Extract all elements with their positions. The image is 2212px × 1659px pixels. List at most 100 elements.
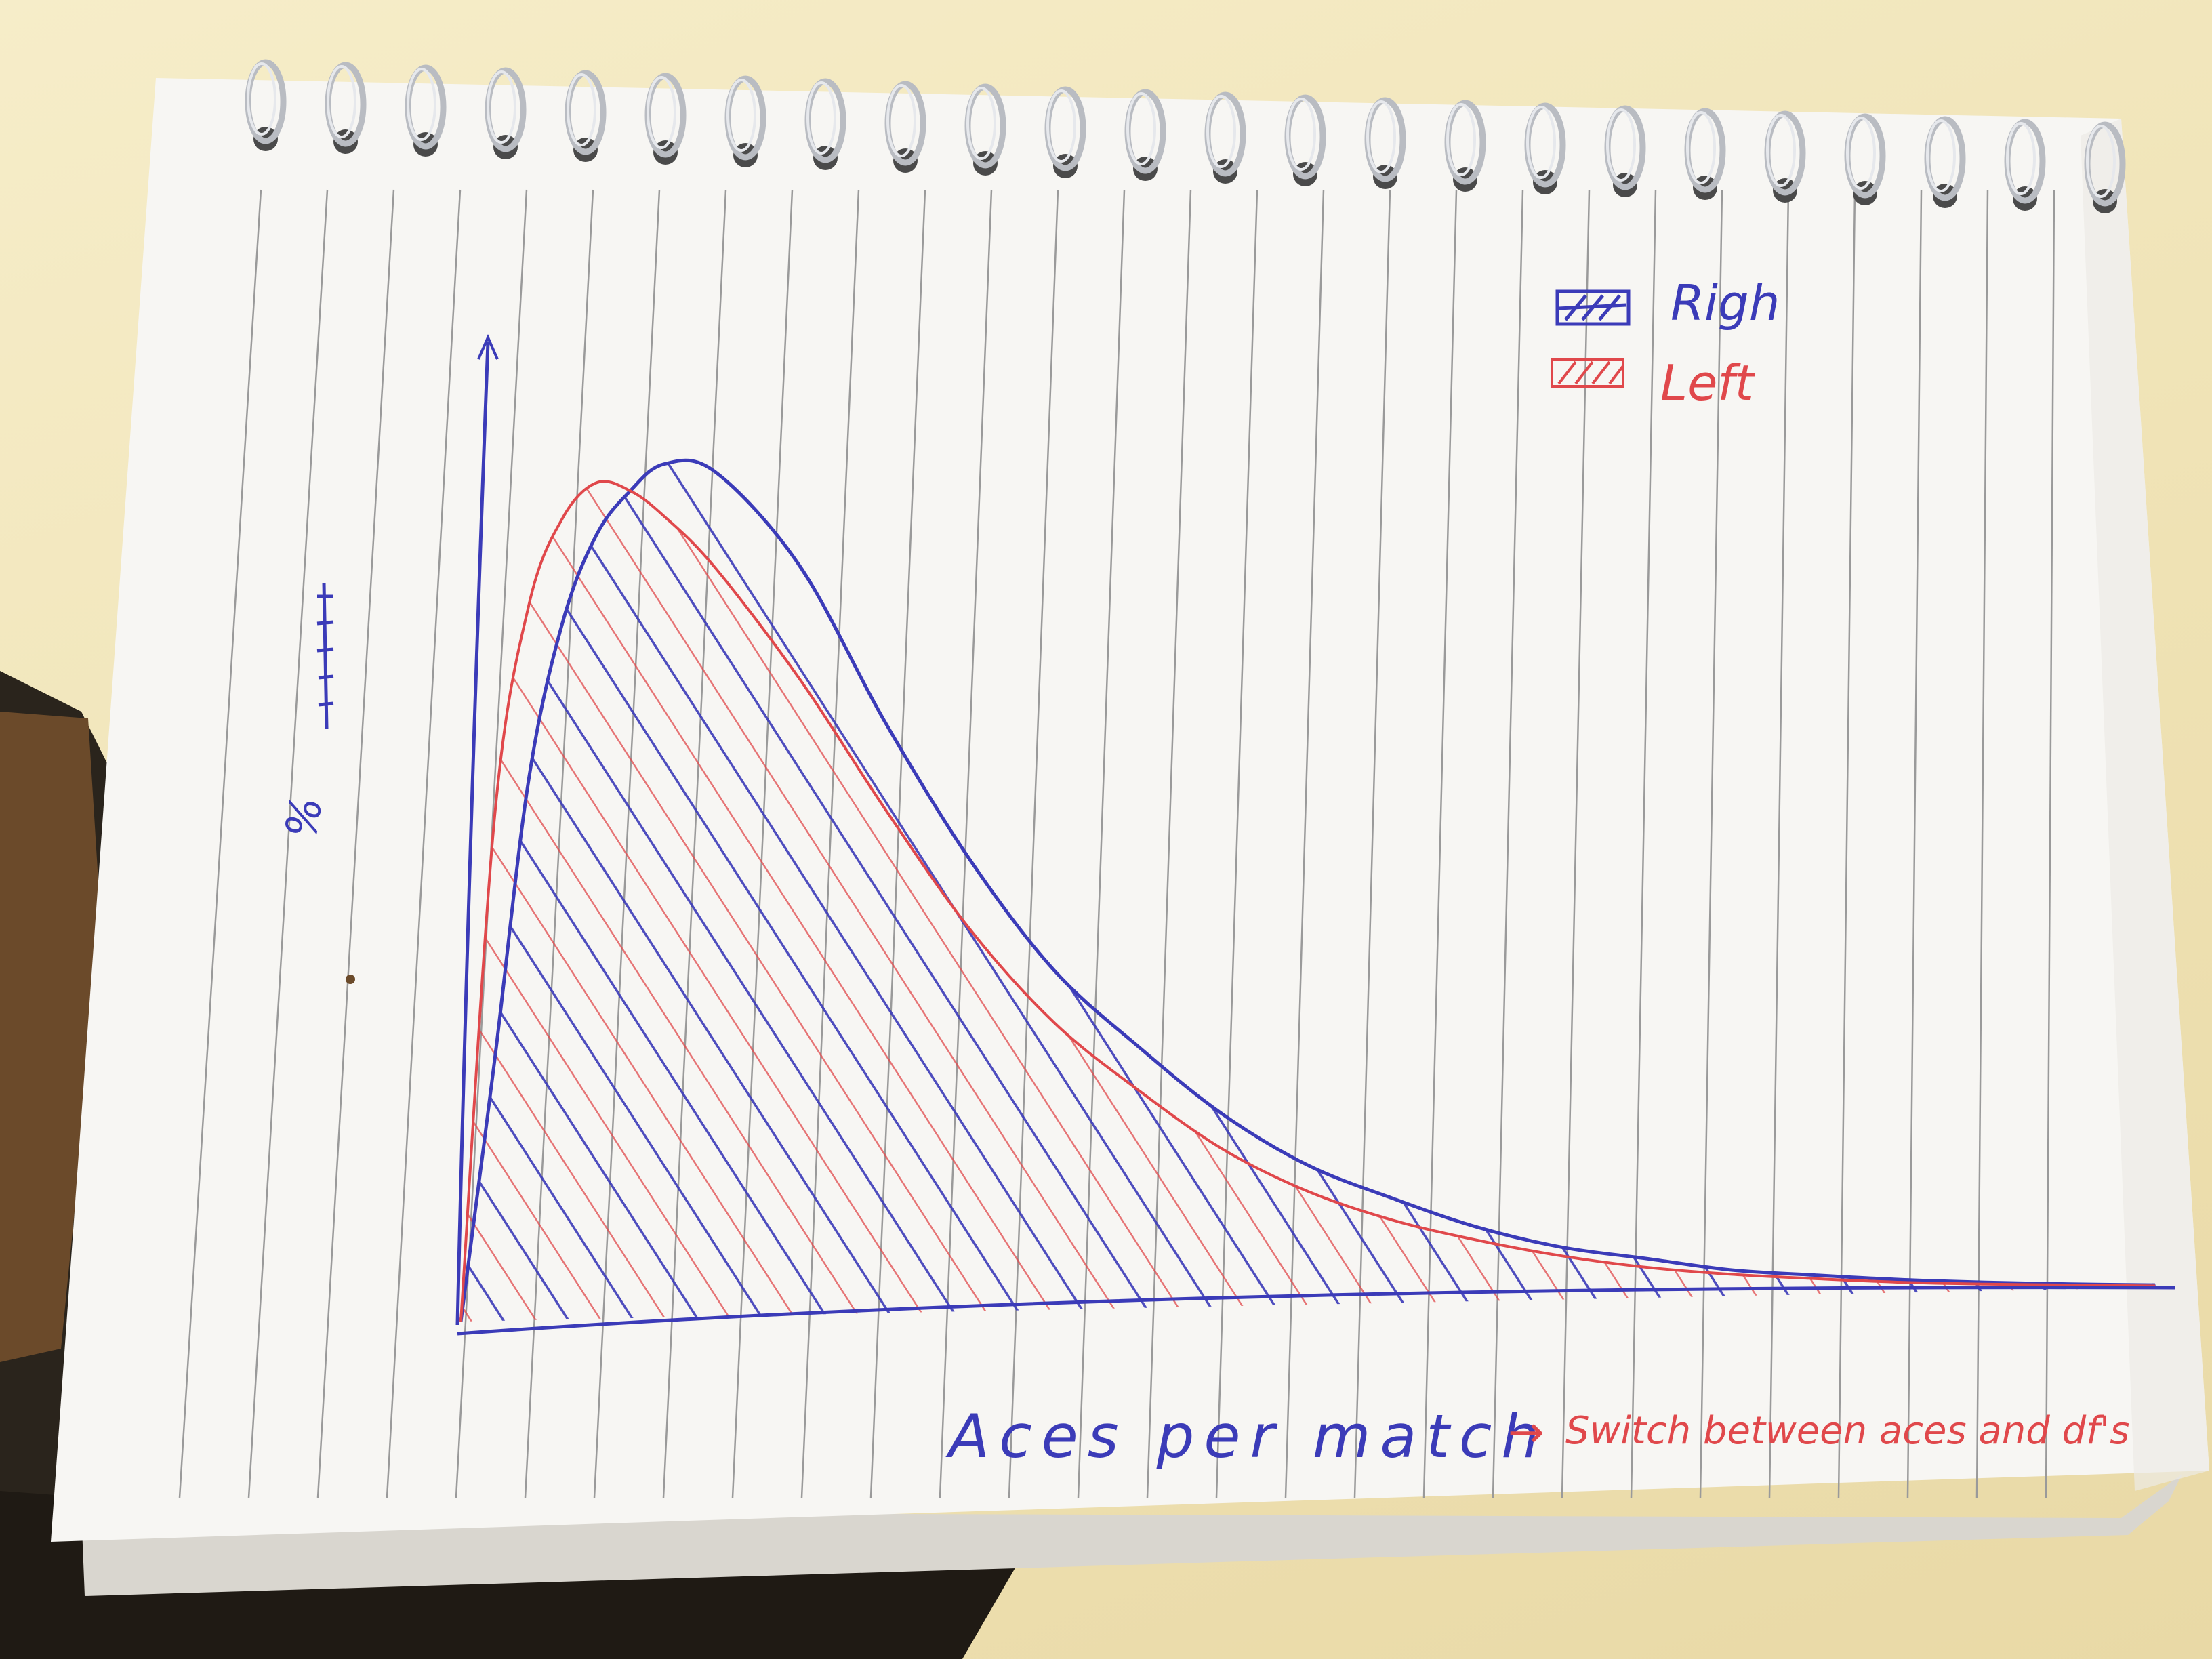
wood-floor: [0, 712, 102, 1362]
data-point-right: [1307, 1164, 1309, 1166]
spiral-ring: [1684, 108, 1726, 200]
ring-highlight: [1526, 106, 1556, 179]
hatch-line-left: [461, 481, 820, 1322]
data-point-right: [714, 471, 716, 472]
legend: Righ Left: [1551, 274, 1780, 411]
series-line-right: [459, 458, 2156, 1322]
data-point-left: [596, 482, 597, 484]
ruled-line: [800, 189, 860, 1498]
ruled-line: [524, 189, 594, 1498]
data-point-left: [494, 815, 495, 817]
ring-highlight: [1126, 92, 1156, 165]
spiral-ring: [405, 64, 447, 157]
ruled-line: [1699, 189, 1723, 1498]
data-point-right: [1985, 1282, 1986, 1283]
data-point-left: [562, 518, 563, 519]
ruled-line: [1077, 189, 1126, 1498]
ring-highlight: [1446, 103, 1476, 176]
data-point-left: [1223, 1149, 1224, 1150]
hatch-line-left: [533, 481, 1145, 1322]
ruled-lines: [178, 189, 2055, 1498]
spiral-ring: [565, 70, 607, 162]
data-point-right: [1138, 1046, 1139, 1048]
ring-highlight: [1206, 95, 1236, 168]
spiral-ring: [1844, 113, 1886, 205]
hatch-line-right: [461, 460, 722, 1322]
ruled-line: [1215, 189, 1258, 1498]
hatch-line-right: [565, 460, 1178, 1322]
data-point-right: [562, 622, 563, 623]
data-point-right: [1223, 1114, 1224, 1115]
spiral-ring: [1204, 91, 1246, 184]
ring-highlight: [1686, 111, 1716, 184]
ring-highlight: [327, 65, 356, 138]
ruled-line: [1353, 189, 1391, 1498]
data-point-right: [1816, 1274, 1817, 1276]
series-group: [459, 458, 2156, 1322]
hatch-line-left: [461, 481, 625, 1322]
ruled-line: [662, 189, 727, 1498]
series-line-left: [459, 480, 2156, 1322]
ring-highlight: [966, 87, 996, 160]
ring-highlight: [1366, 100, 1396, 173]
x-axis-label: Aces per match: [945, 1401, 1549, 1471]
ruled-line: [178, 189, 262, 1498]
spiral-ring: [1764, 110, 1806, 203]
ruled-line: [1422, 189, 1458, 1498]
ruled-line: [593, 189, 661, 1498]
spiral-ring: [1284, 94, 1326, 186]
data-point-left: [1477, 1240, 1478, 1241]
ruled-line: [1008, 189, 1059, 1498]
y-axis: [455, 342, 490, 1326]
spiral-ring: [804, 78, 846, 170]
hatch-line-left: [598, 481, 1210, 1322]
data-point-left: [460, 1321, 462, 1322]
data-point-left: [1646, 1267, 1647, 1268]
ruled-line: [1975, 189, 1989, 1498]
ruled-line: [316, 189, 395, 1498]
ring-highlight: [1606, 108, 1636, 182]
spiral-ring: [1124, 89, 1166, 181]
data-point-left: [1985, 1283, 1986, 1285]
spiral-ring: [964, 83, 1006, 176]
paper-sheet: [51, 78, 2209, 1542]
ruled-line: [1630, 189, 1657, 1498]
ruled-line: [1146, 189, 1192, 1498]
ruled-line: [1768, 189, 1790, 1498]
spiral-ring: [1604, 105, 1646, 197]
spiral-ring: [1044, 86, 1086, 178]
data-point-right: [884, 720, 885, 722]
hatch-line-right: [461, 460, 592, 1322]
spiral-ring: [2004, 119, 2046, 211]
ruled-line: [2045, 189, 2055, 1498]
ring-highlight: [1926, 119, 1956, 192]
data-point-left: [630, 490, 631, 492]
spiral-ring: [1924, 116, 1966, 208]
ruled-line: [386, 189, 462, 1498]
ruled-line: [1284, 189, 1325, 1498]
legend-label-right: Righ: [1671, 274, 1780, 331]
legend-swatch-right: [1555, 289, 1631, 326]
hatch-line-left: [461, 481, 950, 1322]
data-point-left: [1392, 1219, 1393, 1221]
ring-highlight: [1286, 98, 1316, 171]
data-point-left: [1816, 1278, 1817, 1279]
data-point-left: [1053, 1021, 1054, 1023]
spiral-ring: [245, 59, 287, 151]
data-point-right: [1477, 1227, 1478, 1228]
spiral-ring: [325, 62, 367, 154]
data-point-left: [1307, 1191, 1309, 1192]
legend-swatch-right-hatch: [1558, 294, 1627, 321]
hatch-line-right: [500, 460, 1113, 1322]
ring-highlight: [2086, 125, 2116, 198]
hatch-line-left: [461, 481, 755, 1322]
paper-stack-edge: [81, 1474, 2182, 1596]
data-point-right: [1392, 1197, 1393, 1200]
ring-highlight: [567, 73, 596, 146]
hatch-line-right: [2193, 407, 2212, 1355]
ring-highlight: [1046, 89, 1076, 163]
data-point-right: [1731, 1269, 1732, 1271]
spiral-ring: [1364, 97, 1406, 189]
hatch-line-left: [461, 481, 690, 1322]
